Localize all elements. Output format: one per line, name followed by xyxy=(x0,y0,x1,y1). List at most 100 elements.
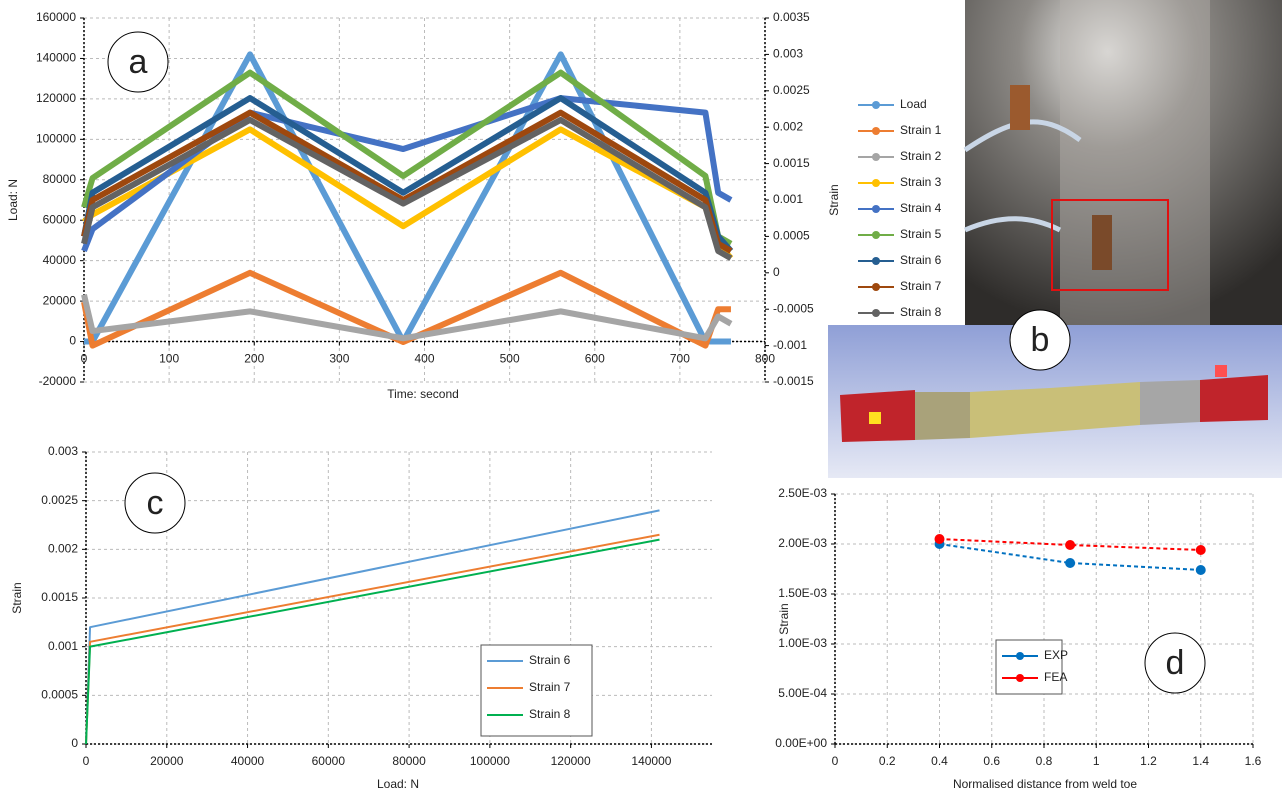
x-tick-label: 1 xyxy=(1093,754,1100,768)
x-tick-label: 500 xyxy=(500,352,520,366)
y2-tick-label: 0.0005 xyxy=(773,229,810,243)
y-tick-label: 1.00E-03 xyxy=(778,636,827,650)
y2-tick-label: 0.0025 xyxy=(773,83,810,97)
legend-label: Strain 6 xyxy=(900,253,942,267)
x-tick-label: 80000 xyxy=(392,754,426,768)
x-tick-label: 0.6 xyxy=(983,754,1000,768)
series-line xyxy=(85,538,660,745)
specimen-photo xyxy=(963,0,1282,345)
y-tick-label: 0.0015 xyxy=(41,590,78,604)
y-tick-label: 60000 xyxy=(43,212,77,226)
y-tick-label: -20000 xyxy=(39,374,77,388)
panel-label: b xyxy=(1031,321,1050,359)
x-tick-label: 400 xyxy=(414,352,434,366)
series-line xyxy=(939,543,1201,571)
y-tick-label: 0.002 xyxy=(48,542,78,556)
legend-label: Strain 5 xyxy=(900,227,942,241)
y-axis-label: Strain xyxy=(10,582,24,613)
legend-label: Strain 2 xyxy=(900,149,942,163)
panel-label-circle xyxy=(1144,632,1206,694)
x-tick-label: 700 xyxy=(670,352,690,366)
y-tick-label: 5.00E-04 xyxy=(778,686,827,700)
legend-label: Strain 4 xyxy=(900,201,942,215)
x-tick-label: 200 xyxy=(244,352,264,366)
legend-marker xyxy=(872,179,880,187)
x-tick-label: 120000 xyxy=(551,754,591,768)
panel-label-circle xyxy=(124,472,186,534)
y2-tick-label: -0.0015 xyxy=(773,374,814,388)
legend-marker xyxy=(872,231,880,239)
legend-marker xyxy=(872,205,880,213)
y-tick-label: 0.0025 xyxy=(41,493,78,507)
legend-box xyxy=(995,639,1063,695)
y-tick-label: 20000 xyxy=(43,293,77,307)
legend-marker xyxy=(872,257,880,265)
panel-label: d xyxy=(1166,644,1185,682)
legend-label: Load xyxy=(900,97,927,111)
data-point xyxy=(1195,545,1206,555)
y-tick-label: 0.001 xyxy=(48,639,78,653)
legend-marker xyxy=(872,283,880,291)
legend-label: Strain 7 xyxy=(529,680,571,694)
x-tick-label: 0.4 xyxy=(931,754,948,768)
y2-tick-label: 0.002 xyxy=(773,119,803,133)
y-tick-label: 80000 xyxy=(43,172,77,186)
y-tick-label: 0.003 xyxy=(48,444,78,458)
x-tick-label: 300 xyxy=(329,352,349,366)
y-axis-label: Strain xyxy=(777,603,791,634)
x-tick-label: 0 xyxy=(83,754,90,768)
series-line xyxy=(81,116,733,261)
series-line xyxy=(81,293,733,342)
x-tick-label: 100000 xyxy=(470,754,510,768)
legend-label: Strain 1 xyxy=(900,123,942,137)
y-tick-label: 1.50E-03 xyxy=(778,586,827,600)
x-tick-label: 0 xyxy=(832,754,839,768)
legend-marker xyxy=(872,101,880,109)
legend-label: Strain 8 xyxy=(529,707,571,721)
y-tick-label: 0 xyxy=(71,736,78,750)
legend-label: Strain 8 xyxy=(900,305,942,319)
y2-tick-label: -0.0005 xyxy=(773,301,814,315)
panel-label: c xyxy=(147,484,164,522)
x-axis-label: Time: second xyxy=(387,387,459,401)
panel-label: a xyxy=(129,43,148,81)
x-tick-label: 0.8 xyxy=(1036,754,1053,768)
y-tick-label: 40000 xyxy=(43,253,77,267)
series-line xyxy=(939,538,1201,551)
y-tick-label: 100000 xyxy=(36,132,76,146)
x-tick-label: 1.4 xyxy=(1192,754,1209,768)
y2-tick-label: 0.003 xyxy=(773,47,803,61)
data-point xyxy=(1195,565,1206,575)
y2-tick-label: 0.0015 xyxy=(773,156,810,170)
y-tick-label: 0 xyxy=(69,334,76,348)
legend-label: FEA xyxy=(1044,670,1067,684)
x-tick-label: 60000 xyxy=(312,754,346,768)
x-axis-label: Load: N xyxy=(377,777,419,791)
data-point xyxy=(934,534,945,544)
x-tick-label: 1.6 xyxy=(1245,754,1262,768)
chart: 0 0.0005 0.001 0.0015 0.002 0.0025 0.003 0 20000… xyxy=(10,444,712,791)
panel-label-circle xyxy=(1009,309,1071,371)
legend-marker xyxy=(1016,674,1024,682)
chart: 0.00E+00 5.00E-04 1.00E-03 1.50E-03 2.00E-03… xyxy=(775,486,1261,791)
legend-marker xyxy=(872,153,880,161)
x-axis-label: Normalised distance from weld toe xyxy=(953,777,1137,791)
y-tick-label: 0.00E+00 xyxy=(775,736,827,750)
y2-tick-label: 0.001 xyxy=(773,192,803,206)
legend-label: EXP xyxy=(1044,648,1068,662)
panel-label-circle xyxy=(107,31,169,93)
data-point xyxy=(1065,540,1076,550)
y2-axis-label: Strain xyxy=(827,184,841,215)
legend-label: Strain 3 xyxy=(900,175,942,189)
y-tick-label: 2.00E-03 xyxy=(778,536,827,550)
x-tick-label: 140000 xyxy=(631,754,671,768)
x-tick-label: 0.2 xyxy=(879,754,896,768)
data-point xyxy=(1065,558,1076,568)
chart: -20000 0 20000 40000 60000 80000 100000 120000 1… xyxy=(6,10,942,401)
series-line xyxy=(84,51,731,345)
x-tick-label: 100 xyxy=(159,352,179,366)
legend-label: Strain 7 xyxy=(900,279,942,293)
y-tick-label: 140000 xyxy=(36,51,76,65)
y-tick-label: 160000 xyxy=(36,10,76,24)
